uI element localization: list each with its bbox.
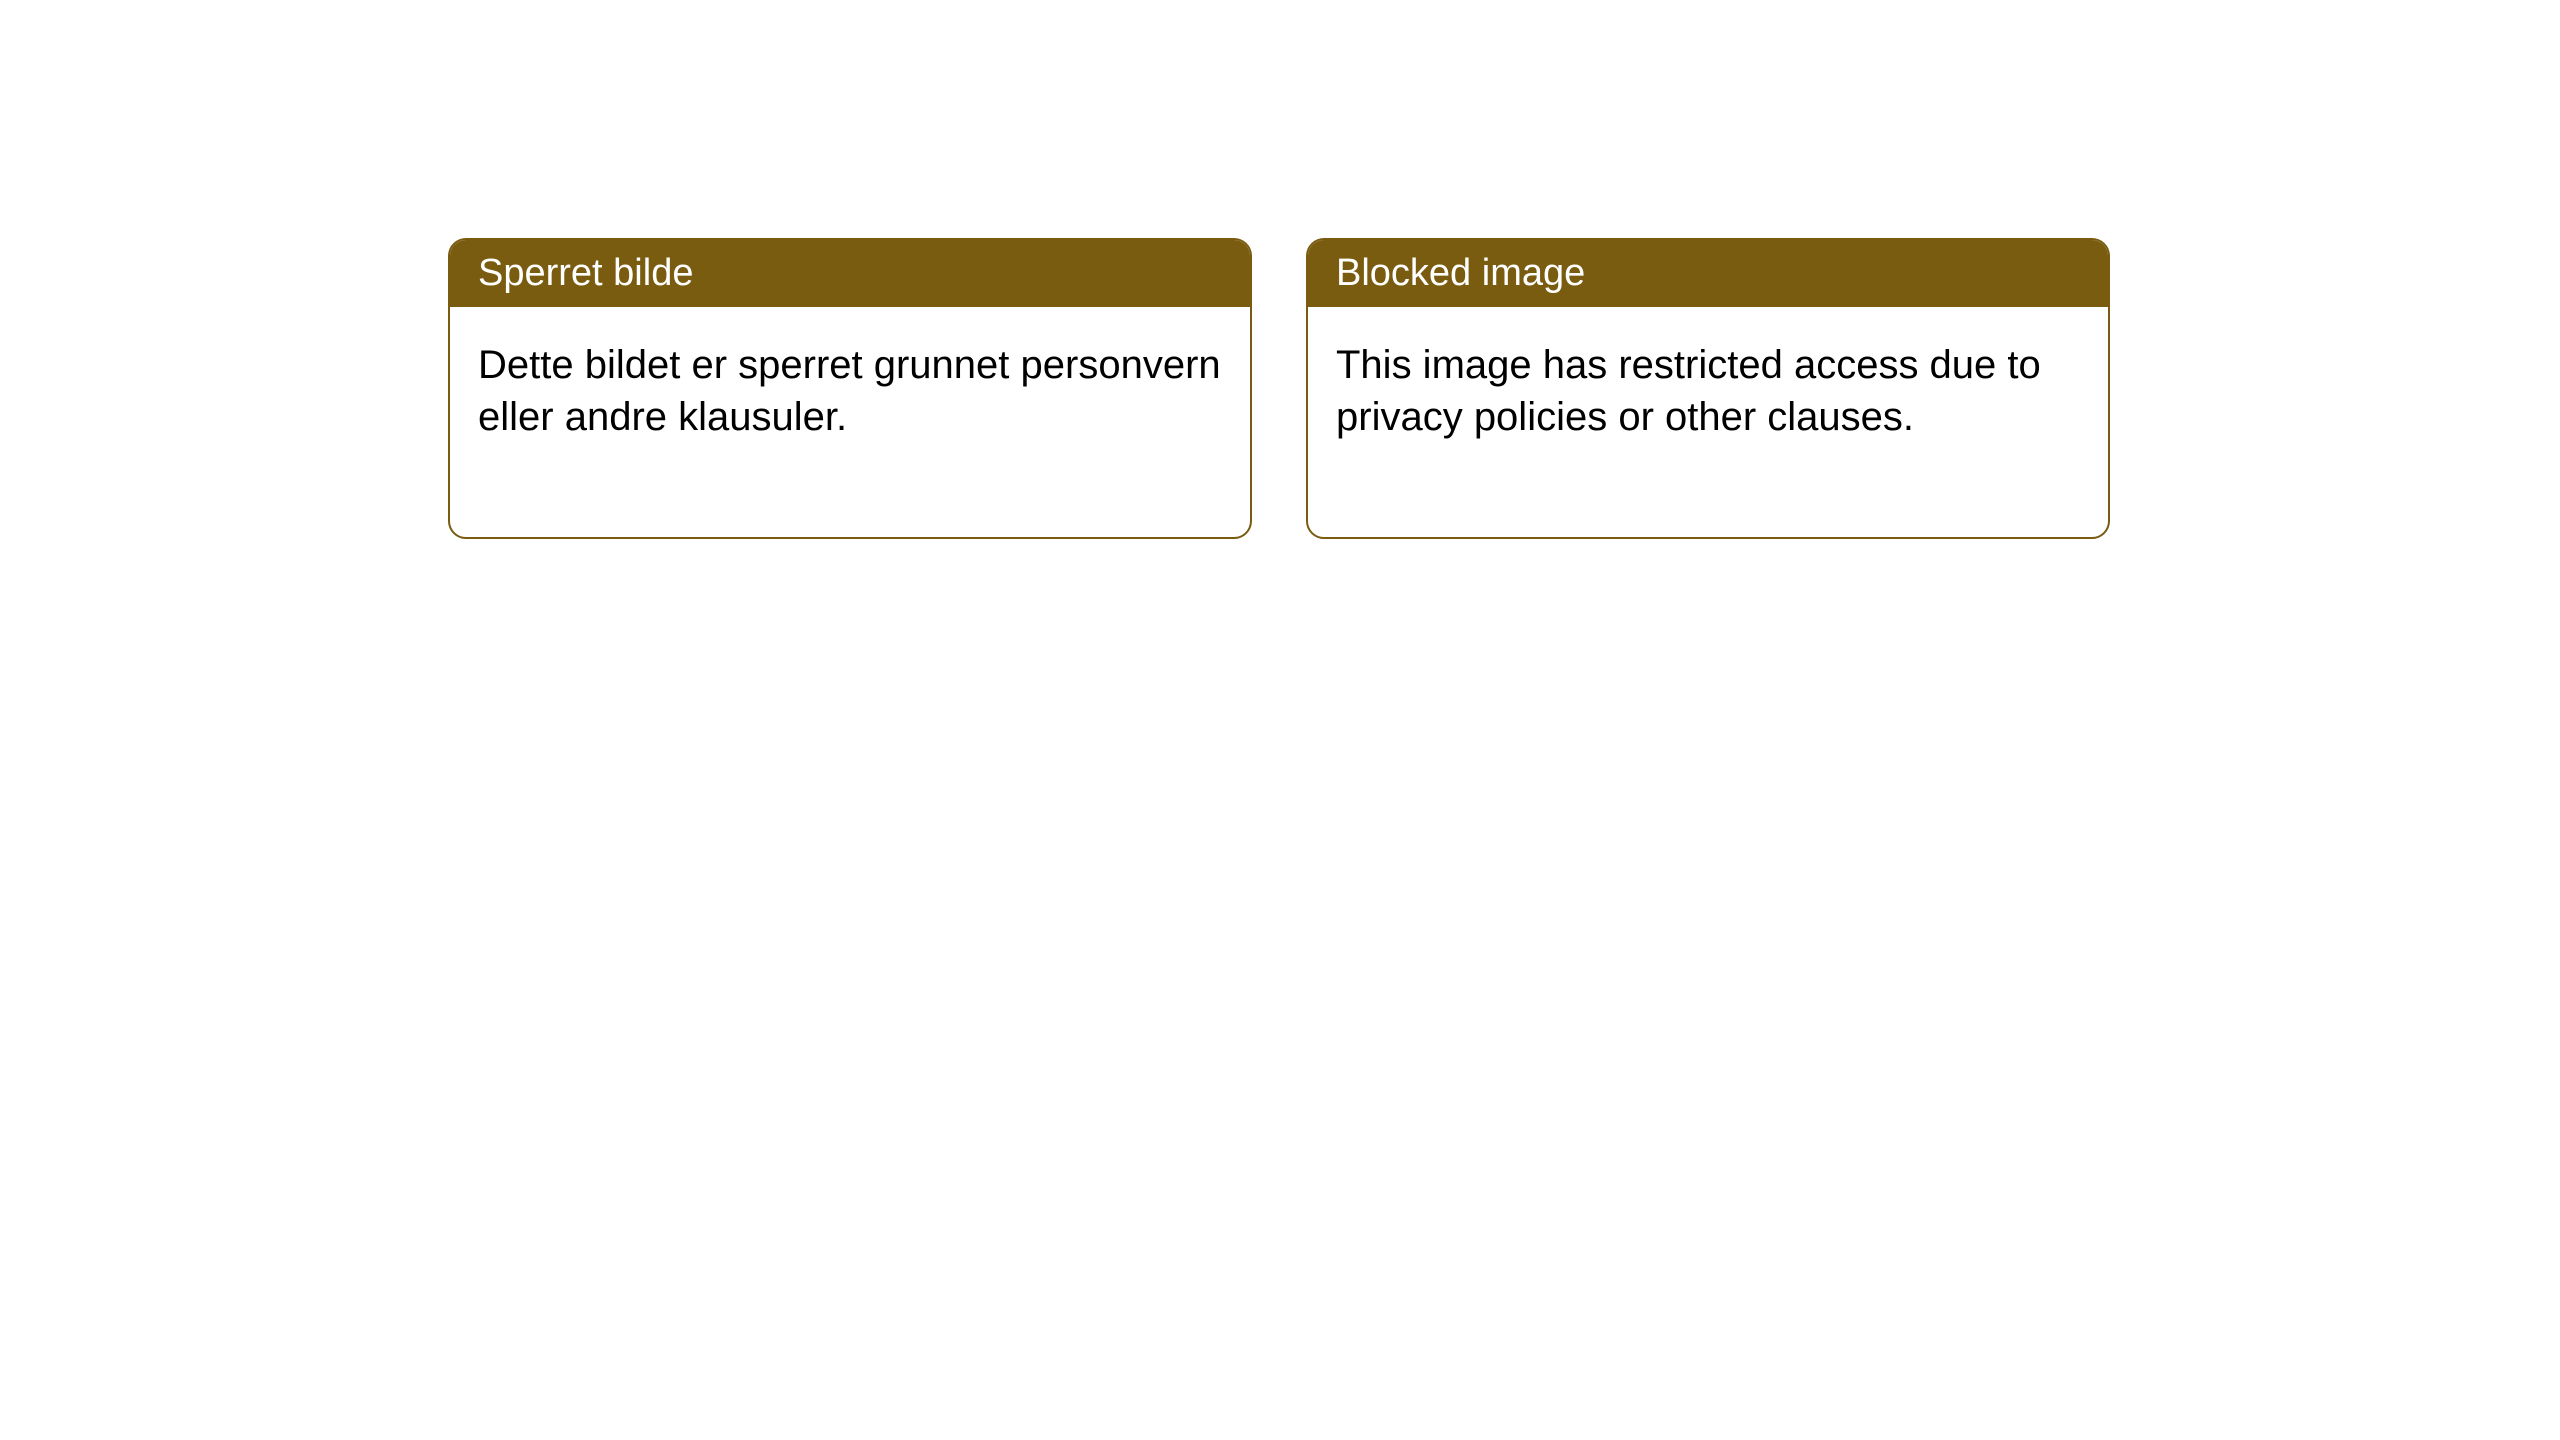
notice-card-message: Dette bildet er sperret grunnet personve… xyxy=(478,343,1221,439)
notice-card-body: This image has restricted access due to … xyxy=(1308,307,2108,537)
notice-card-message: This image has restricted access due to … xyxy=(1336,343,2041,439)
notice-card-header: Sperret bilde xyxy=(450,240,1250,307)
notice-card-title: Blocked image xyxy=(1336,252,1585,294)
notice-cards-container: Sperret bilde Dette bildet er sperret gr… xyxy=(448,238,2110,539)
notice-card-header: Blocked image xyxy=(1308,240,2108,307)
notice-card-title: Sperret bilde xyxy=(478,252,693,294)
notice-card-body: Dette bildet er sperret grunnet personve… xyxy=(450,307,1250,537)
notice-card-en: Blocked image This image has restricted … xyxy=(1306,238,2110,539)
notice-card-no: Sperret bilde Dette bildet er sperret gr… xyxy=(448,238,1252,539)
